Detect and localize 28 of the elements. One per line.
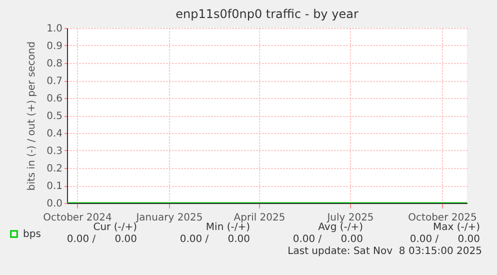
x-tick-label: July 2025: [326, 212, 374, 224]
y-tick-label: 0.7: [46, 76, 62, 87]
y-tick-label: 0.0: [46, 198, 62, 210]
y-tick-label: 0.8: [46, 58, 62, 70]
x-tick-label: October 2025: [408, 212, 477, 224]
chart-title: enp11s0f0np0 traffic - by year: [176, 7, 358, 21]
text: 0.00 / 0.00: [180, 234, 250, 245]
text: 0.00 / 0.00: [292, 234, 363, 245]
legend-label: bps: [23, 229, 41, 240]
x-tick-label: October 2024: [43, 212, 112, 224]
y-tick-label: 0.3: [46, 146, 62, 157]
x-tick-label: April 2025: [234, 212, 286, 224]
text: Avg (-/+): [318, 222, 363, 233]
x-tick-label: January 2025: [135, 212, 203, 224]
y-tick-label: 0.9: [46, 41, 62, 52]
y-tick-label: 0.1: [46, 181, 62, 192]
text: Cur (-/+): [93, 222, 137, 233]
y-tick-label: 1.0: [46, 24, 62, 34]
y-tick-label: 0.5: [46, 111, 62, 122]
text: Min (-/+): [206, 222, 250, 233]
y-axis-title: bits in (-) / out (+) per second: [26, 41, 38, 191]
text: 0.00 / 0.00: [410, 234, 480, 245]
text: 0.00 / 0.00: [66, 234, 137, 245]
text: Max (-/+): [432, 222, 480, 233]
y-tick-label: 0.6: [46, 94, 62, 104]
y-tick-label: 0.2: [46, 164, 62, 174]
text: Last update: Sat Nov 8 03:15:00 2025: [288, 246, 482, 257]
y-tick-label: 0.4: [46, 128, 62, 140]
